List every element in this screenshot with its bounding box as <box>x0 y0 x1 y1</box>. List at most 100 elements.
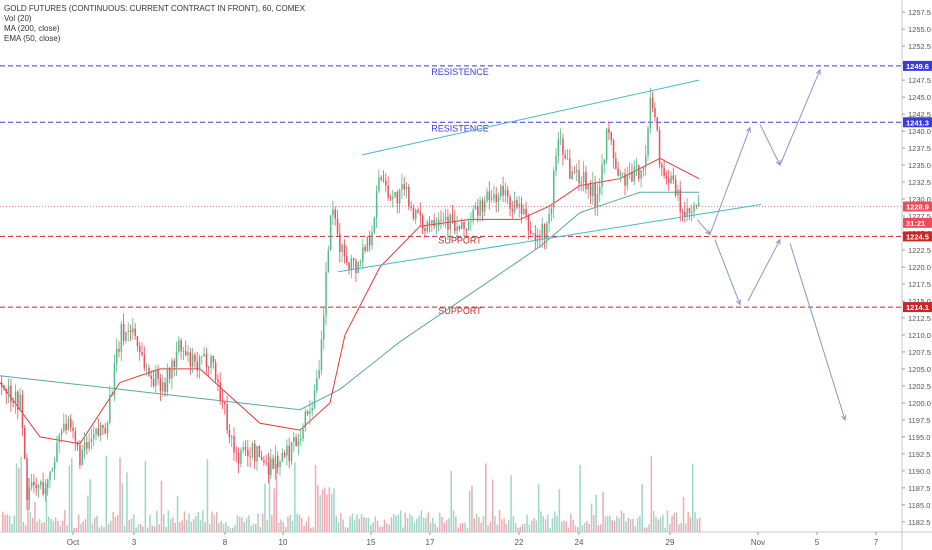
volume-bar <box>4 514 6 532</box>
volume-bar <box>662 514 664 532</box>
candle-body <box>318 370 320 379</box>
volume-bar <box>443 522 446 532</box>
price-tick-label: 1227.5 <box>908 212 931 221</box>
candle-body <box>120 323 123 352</box>
candle-body <box>493 194 495 199</box>
volume-bar <box>137 524 140 532</box>
volume-bar <box>27 477 29 532</box>
volume-bar <box>404 512 406 532</box>
candle-body <box>541 224 543 239</box>
candle-body <box>99 425 102 436</box>
time-tick-label: 17 <box>426 538 435 547</box>
candle-body <box>373 217 376 233</box>
price-tick-label: 1200.0 <box>908 399 931 408</box>
candle-body <box>419 212 422 216</box>
candle-body <box>263 460 265 463</box>
candle-body <box>127 330 129 333</box>
candle-body <box>178 340 180 352</box>
candle-body <box>336 218 339 234</box>
volume-bar <box>117 514 119 532</box>
candle-body <box>313 390 316 409</box>
volume-bar <box>687 511 689 532</box>
candle-body <box>428 222 431 224</box>
candle-body <box>171 360 173 379</box>
candle-body <box>208 367 210 369</box>
volume-bar <box>146 527 149 532</box>
volume-bar <box>8 515 11 532</box>
volume-bar <box>517 527 519 532</box>
candle-body <box>231 436 233 438</box>
price-tag <box>903 231 932 242</box>
candle-body <box>35 485 37 489</box>
volume-bar <box>307 516 310 532</box>
candle-body <box>88 441 90 449</box>
volume-bar <box>176 495 179 532</box>
volume-bar <box>340 512 342 532</box>
volume-bar <box>485 463 487 532</box>
volume-bar <box>508 520 510 532</box>
candle-body <box>647 128 649 156</box>
volume-bar <box>388 524 390 532</box>
candle-body <box>603 160 606 165</box>
candle-body <box>576 170 578 172</box>
candle-body <box>490 198 493 200</box>
candle-body <box>481 200 484 212</box>
volume-bar <box>462 523 464 532</box>
volume-bar <box>604 516 607 532</box>
price-tick-label: 1195.0 <box>908 433 930 442</box>
volume-bar <box>305 521 308 532</box>
volume-bars <box>2 455 701 532</box>
candle-body <box>592 182 594 197</box>
volume-bar <box>169 518 172 532</box>
volume-bar <box>650 455 653 532</box>
candle-body <box>444 216 447 220</box>
volume-bar <box>422 517 425 532</box>
candle-body <box>454 220 456 232</box>
volume-bar <box>238 516 241 532</box>
volume-bar <box>213 515 216 532</box>
candle-body <box>387 185 389 198</box>
volume-bar <box>52 520 55 532</box>
candle-body <box>180 340 182 352</box>
legend-volume[interactable]: Vol (20) <box>4 14 32 23</box>
candle-body <box>311 408 313 411</box>
volume-bar <box>429 522 432 532</box>
volume-bar <box>537 483 540 532</box>
legend-ema[interactable]: EMA (50, close) <box>4 34 61 43</box>
volume-bar <box>236 515 239 532</box>
candle-body <box>166 368 169 393</box>
volume-bar <box>232 527 234 532</box>
candle-body <box>589 184 592 197</box>
volume-bar <box>321 489 324 532</box>
volume-bar <box>675 512 678 532</box>
candle-body <box>382 179 385 181</box>
candle-body <box>684 211 686 217</box>
time-axis[interactable]: Oct 3 8 10 15 17 22 24 29 Nov 5 7 <box>67 532 879 547</box>
price-axis[interactable]: 1257.51255.01252.51250.01247.51245.01242… <box>902 8 931 527</box>
volume-bar <box>680 522 682 532</box>
candle-body <box>60 431 63 436</box>
volume-bar <box>13 515 15 532</box>
price-tick-label: 1252.5 <box>908 42 931 51</box>
candle-body <box>51 469 54 472</box>
volume-bar <box>333 488 335 532</box>
candle-body <box>185 351 187 356</box>
volume-bar <box>549 527 551 532</box>
candle-body <box>267 463 270 475</box>
volume-bar <box>494 516 496 532</box>
volume-bar <box>197 512 199 532</box>
legend-title[interactable]: GOLD FUTURES (CONTINUOUS: CURRENT CONTRA… <box>4 4 306 13</box>
candle-body <box>672 175 675 180</box>
volume-bar <box>158 524 160 532</box>
time-tick-label: 7 <box>874 538 879 547</box>
time-tick-label: 29 <box>666 538 675 547</box>
volume-bar <box>363 516 365 532</box>
volume-bar <box>261 513 264 532</box>
legend-ma[interactable]: MA (200, close) <box>4 24 60 33</box>
candle-body <box>495 194 497 202</box>
candle-body <box>136 336 139 347</box>
candle-body <box>196 361 198 371</box>
candle-body <box>343 244 346 257</box>
volume-bar <box>528 524 531 532</box>
